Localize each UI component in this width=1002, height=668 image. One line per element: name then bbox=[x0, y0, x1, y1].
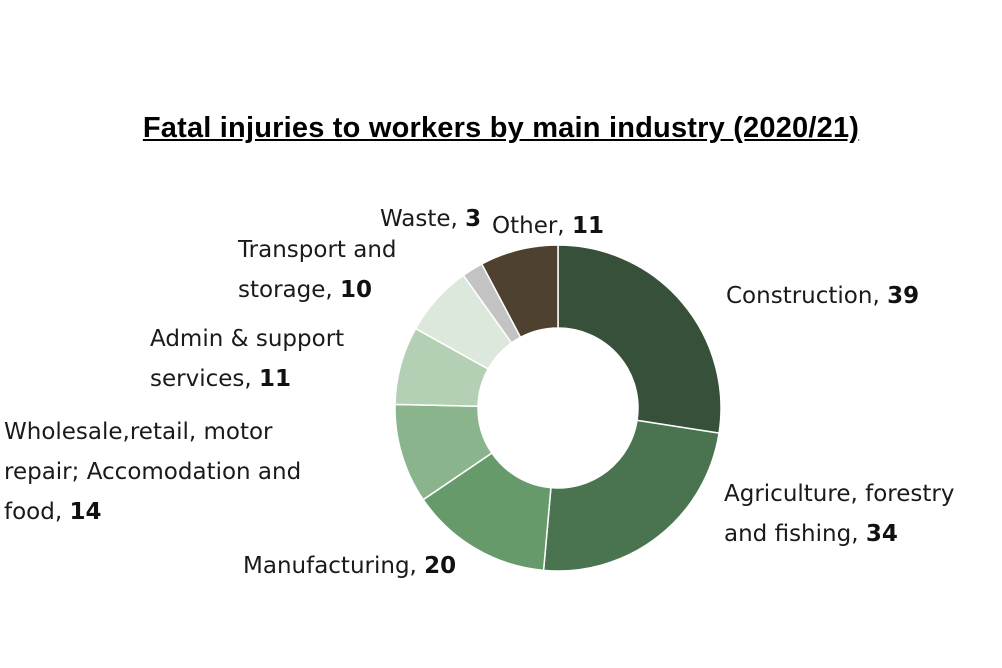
data-label-admin-support-services: Admin & support services, 11 bbox=[150, 326, 344, 392]
data-label-construction: Construction, 39 bbox=[726, 283, 919, 309]
data-value-wholesale-retail-motor-repair-accomodation-and-food: 14 bbox=[69, 499, 101, 525]
data-label-waste: Waste, 3 bbox=[380, 206, 481, 232]
data-label-transport-and-storage: Transport and storage, 10 bbox=[237, 237, 397, 303]
data-value-manufacturing: 20 bbox=[424, 553, 456, 579]
slice-agriculture-forestry-and-fishing bbox=[542, 419, 720, 572]
data-value-construction: 39 bbox=[887, 283, 919, 309]
data-value-agriculture-forestry-and-fishing: 34 bbox=[866, 521, 898, 547]
slice-other bbox=[480, 244, 559, 339]
data-label-wholesale-retail-motor-repair-accomodation-and-food: Wholesale,retail, motor repair; Accomodat… bbox=[4, 419, 301, 525]
data-value-waste: 3 bbox=[465, 206, 481, 232]
data-label-other: Other, 11 bbox=[492, 213, 604, 239]
chart-title: Fatal injuries to workers by main indust… bbox=[142, 112, 860, 144]
data-value-admin-support-services: 11 bbox=[259, 366, 291, 392]
data-value-other: 11 bbox=[572, 213, 604, 239]
data-value-transport-and-storage: 10 bbox=[340, 277, 372, 303]
slice-construction bbox=[557, 244, 722, 434]
data-label-agriculture-forestry-and-fishing: Agriculture, forestry and fishing, 34 bbox=[724, 481, 954, 547]
data-label-manufacturing: Manufacturing, 20 bbox=[243, 553, 456, 579]
